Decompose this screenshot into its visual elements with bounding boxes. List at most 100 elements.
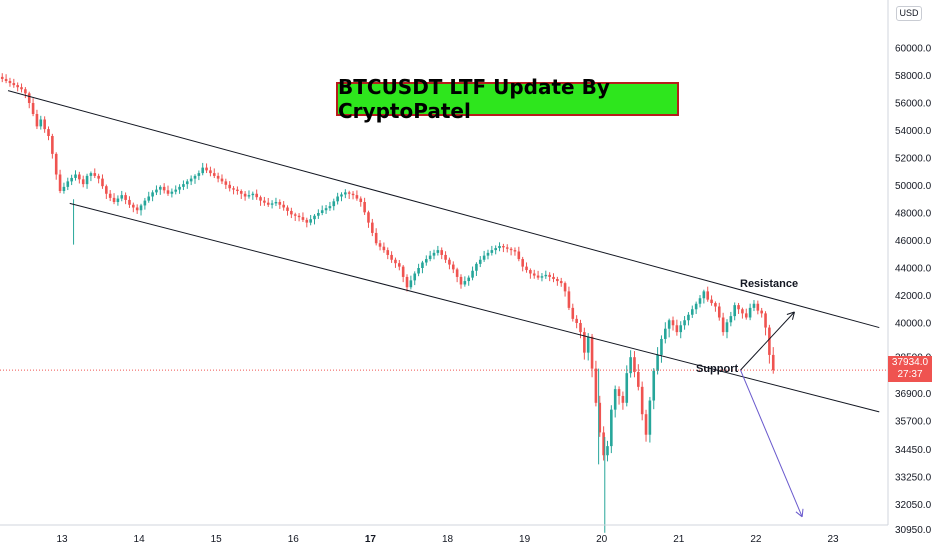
candle-body bbox=[640, 386, 644, 415]
candle-body bbox=[613, 389, 617, 410]
candle-body bbox=[347, 192, 351, 194]
candle-body bbox=[185, 181, 189, 185]
candle-body bbox=[309, 219, 312, 223]
candle-body bbox=[39, 119, 43, 127]
candle-body bbox=[748, 307, 752, 318]
candle-body bbox=[664, 328, 667, 339]
candle-body bbox=[239, 191, 243, 194]
candle-body bbox=[128, 199, 131, 205]
candle-body bbox=[74, 174, 77, 178]
candle-body bbox=[428, 255, 432, 260]
candle-body bbox=[714, 303, 717, 307]
candle-body bbox=[717, 306, 721, 318]
candle-body bbox=[625, 373, 629, 403]
candle-body bbox=[278, 202, 282, 205]
candle-body bbox=[721, 317, 725, 333]
currency-label[interactable]: USD bbox=[896, 6, 922, 21]
candle-body bbox=[586, 336, 590, 353]
candle-body bbox=[359, 198, 363, 202]
candle-body bbox=[698, 298, 702, 304]
candle-body bbox=[671, 320, 675, 326]
candle-body bbox=[482, 255, 486, 260]
candle-body bbox=[193, 175, 197, 179]
candle-body bbox=[417, 268, 420, 274]
x-tick-label: 22 bbox=[750, 534, 762, 545]
y-tick-label: 35700.0 bbox=[895, 417, 932, 428]
candle-body bbox=[224, 181, 228, 185]
candle-body bbox=[529, 270, 532, 274]
candle-body bbox=[247, 195, 251, 197]
candle-body bbox=[471, 270, 474, 278]
annotations-layer: Resistance Support bbox=[696, 278, 798, 375]
y-tick-label: 58000.0 bbox=[895, 71, 932, 82]
candle-body bbox=[502, 246, 505, 248]
candle-body bbox=[409, 280, 413, 288]
candle-body bbox=[232, 188, 235, 190]
candle-body bbox=[112, 197, 116, 202]
candle-body bbox=[690, 309, 694, 315]
candle-body bbox=[78, 174, 81, 180]
candle-body bbox=[4, 78, 8, 81]
arrow-head bbox=[791, 311, 795, 320]
candle-body bbox=[197, 173, 201, 176]
y-tick-label: 32050.0 bbox=[895, 500, 932, 511]
candle-body bbox=[637, 372, 640, 387]
candle-body bbox=[201, 167, 205, 174]
candle-body bbox=[317, 213, 320, 216]
candle-body bbox=[683, 320, 686, 326]
candle-body bbox=[737, 305, 740, 310]
candle-body bbox=[771, 354, 775, 371]
candle-body bbox=[270, 203, 274, 205]
candle-body bbox=[243, 193, 247, 197]
candle-body bbox=[590, 336, 594, 369]
candle-body bbox=[47, 129, 50, 136]
candle-body bbox=[475, 263, 478, 271]
resistance-label: Resistance bbox=[740, 278, 798, 290]
y-tick-label: 60000.0 bbox=[895, 44, 932, 55]
candle-body bbox=[648, 400, 652, 435]
candle-body bbox=[290, 210, 293, 215]
y-tick-label: 56000.0 bbox=[895, 99, 932, 110]
candles-layer bbox=[0, 73, 888, 533]
candle-body bbox=[744, 313, 748, 318]
candle-body bbox=[135, 207, 139, 211]
candle-body bbox=[629, 357, 632, 374]
candle-body bbox=[606, 446, 609, 456]
candle-body bbox=[97, 175, 100, 179]
candle-body bbox=[228, 184, 231, 189]
candle-body bbox=[563, 283, 567, 292]
candle-body bbox=[702, 291, 706, 299]
candle-body bbox=[58, 174, 62, 191]
candle-body bbox=[62, 186, 66, 191]
candle-body bbox=[667, 320, 671, 329]
candle-body bbox=[455, 269, 459, 277]
candle-body bbox=[324, 208, 328, 211]
candle-body bbox=[382, 246, 386, 251]
candle-body bbox=[617, 389, 621, 396]
y-tick-label: 42000.0 bbox=[895, 291, 932, 302]
candle-body bbox=[729, 316, 733, 323]
candle-body bbox=[579, 323, 582, 333]
candle-body bbox=[355, 195, 359, 199]
candle-body bbox=[567, 291, 571, 308]
candle-body bbox=[752, 303, 756, 308]
candle-body bbox=[571, 307, 575, 319]
candle-body bbox=[174, 189, 178, 192]
candle-body bbox=[424, 259, 428, 263]
candle-body bbox=[31, 103, 35, 114]
last-price-tag: 37934.0 27:37 bbox=[888, 356, 932, 382]
y-tick-label: 46000.0 bbox=[895, 236, 932, 247]
candle-body bbox=[24, 89, 27, 94]
candle-body bbox=[43, 119, 46, 130]
candle-body bbox=[432, 252, 436, 256]
candle-body bbox=[54, 153, 58, 175]
candle-body bbox=[756, 303, 760, 311]
candle-body bbox=[85, 175, 89, 185]
candle-body bbox=[147, 196, 151, 201]
candle-body bbox=[116, 198, 120, 202]
candle-body bbox=[768, 327, 771, 355]
candle-body bbox=[259, 197, 262, 201]
candle-body bbox=[340, 194, 343, 197]
x-tick-label: 23 bbox=[827, 534, 839, 545]
candle-body bbox=[536, 275, 540, 278]
